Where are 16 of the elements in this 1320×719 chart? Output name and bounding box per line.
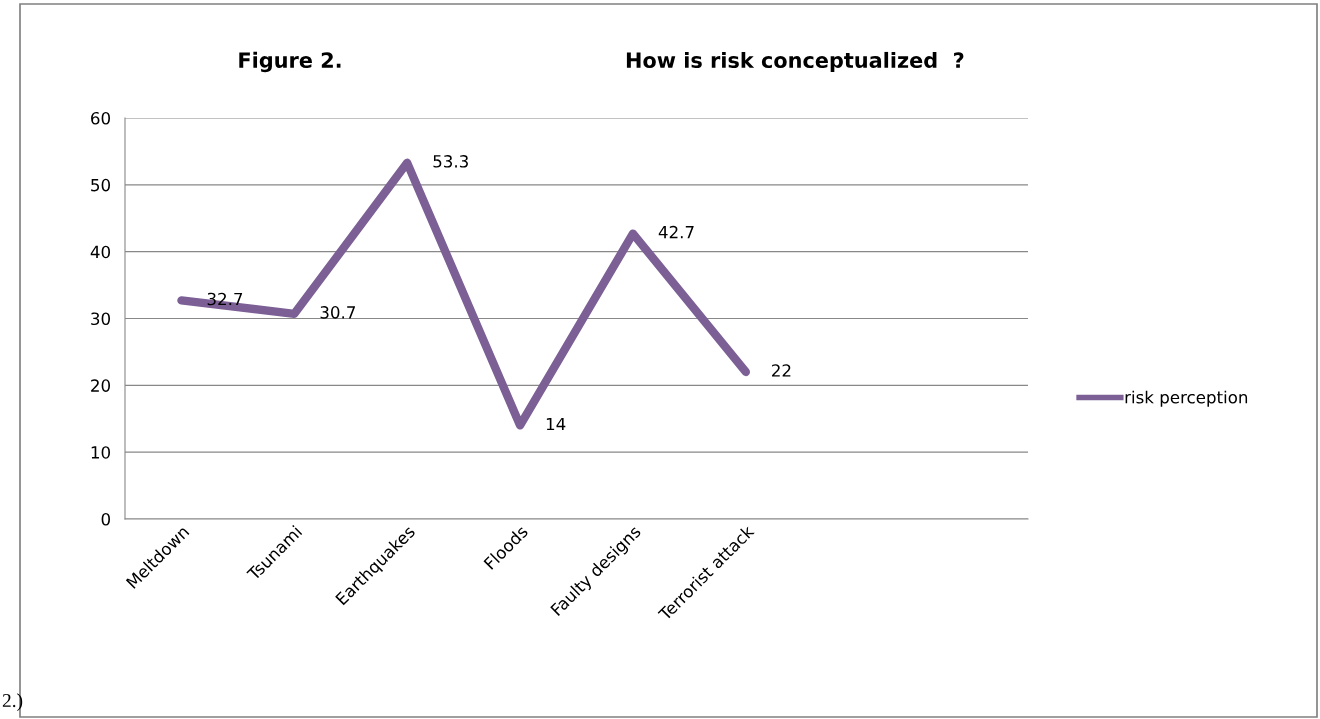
y-tick-label: 20 (91, 379, 110, 392)
data-label: 14 (546, 417, 566, 431)
legend-label: risk perception (1125, 390, 1248, 407)
data-label: 30.7 (320, 306, 355, 319)
y-tick-label: 30 (91, 312, 110, 326)
y-tick-label: 50 (91, 178, 110, 192)
y-tick-label: 60 (91, 111, 110, 125)
y-tick-label: 10 (91, 446, 110, 459)
y-tick-label: 40 (90, 245, 110, 259)
data-label: 22 (772, 364, 791, 377)
chart-title: Figure 2. (239, 51, 341, 73)
data-label: 53.3 (433, 155, 468, 168)
data-label: 42.7 (658, 225, 694, 239)
text: 2.) (2, 693, 23, 711)
y-tick-label: 0 (101, 512, 110, 526)
chart-subtitle: How is risk conceptualized ? (626, 51, 964, 73)
